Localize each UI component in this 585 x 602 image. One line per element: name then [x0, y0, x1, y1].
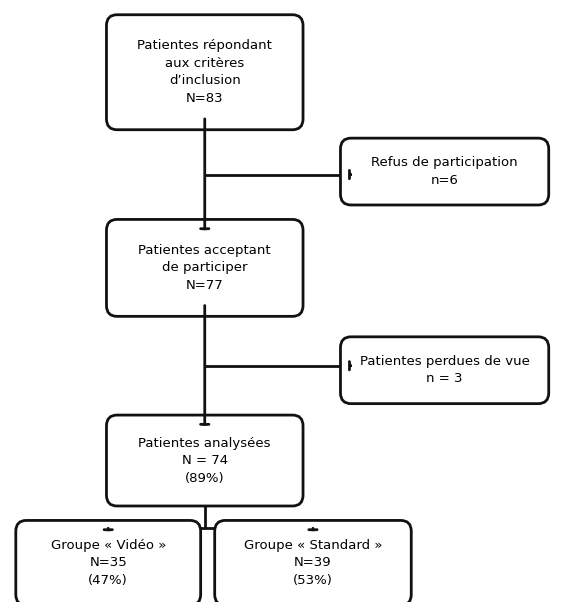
- FancyBboxPatch shape: [106, 415, 303, 506]
- FancyBboxPatch shape: [16, 520, 201, 602]
- FancyBboxPatch shape: [340, 138, 549, 205]
- Text: Patientes perdues de vue
n = 3: Patientes perdues de vue n = 3: [360, 355, 529, 385]
- FancyBboxPatch shape: [340, 337, 549, 403]
- Text: Patientes acceptant
de participer
N=77: Patientes acceptant de participer N=77: [139, 244, 271, 292]
- Text: Groupe « Vidéo »
N=35
(47%): Groupe « Vidéo » N=35 (47%): [50, 539, 166, 587]
- Text: Groupe « Standard »
N=39
(53%): Groupe « Standard » N=39 (53%): [244, 539, 382, 587]
- Text: Refus de participation
n=6: Refus de participation n=6: [371, 157, 518, 187]
- FancyBboxPatch shape: [215, 520, 411, 602]
- Text: Patientes analysées
N = 74
(89%): Patientes analysées N = 74 (89%): [139, 436, 271, 485]
- Text: Patientes répondant
aux critères
d’inclusion
N=83: Patientes répondant aux critères d’inclu…: [137, 40, 272, 105]
- FancyBboxPatch shape: [106, 219, 303, 317]
- FancyBboxPatch shape: [106, 14, 303, 130]
